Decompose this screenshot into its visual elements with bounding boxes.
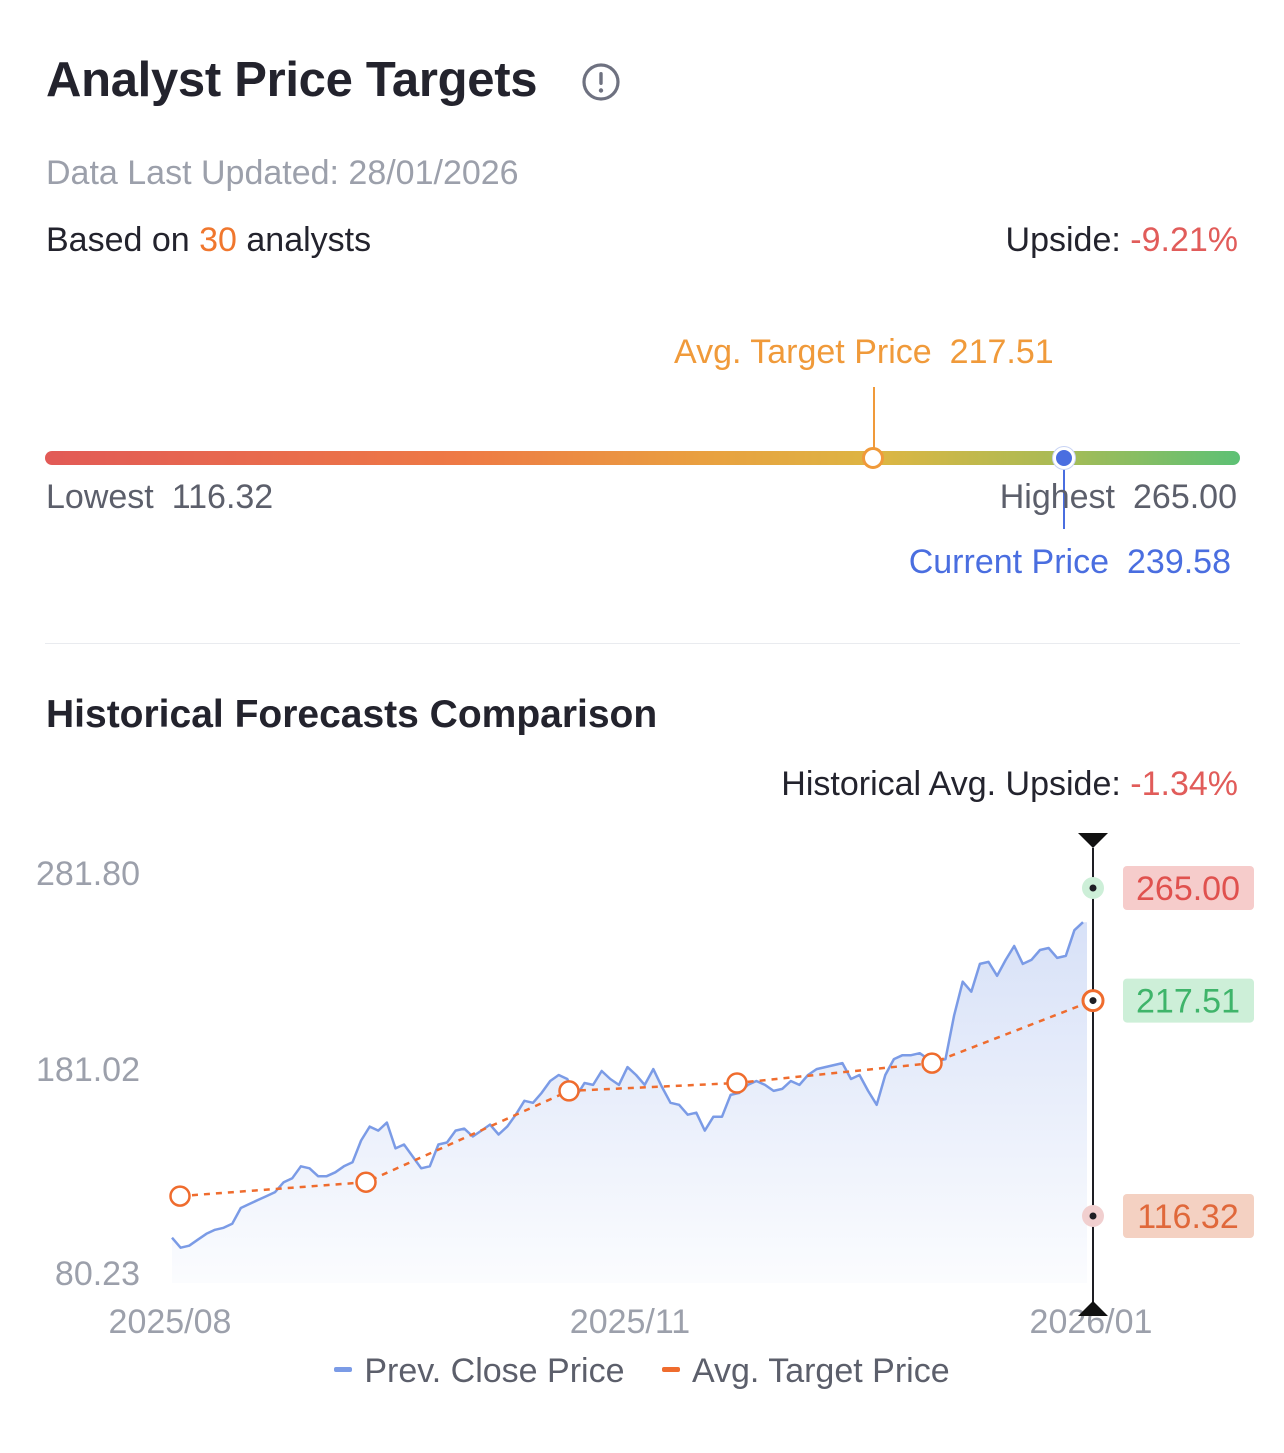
legend-label-prev-close: Prev. Close Price	[364, 1352, 625, 1390]
historical-upside-value: -1.34%	[1130, 765, 1238, 803]
avg-target-value: 217.51	[949, 333, 1054, 371]
crosshair-top-arrow	[1078, 833, 1108, 848]
legend-item-prev-close[interactable]: Prev. Close Price	[334, 1352, 625, 1391]
price-range-bar	[45, 451, 1240, 465]
highest-value: 265.00	[1133, 478, 1237, 516]
legend-label-avg-target: Avg. Target Price	[691, 1352, 950, 1390]
average-badge: 217.51	[1136, 983, 1240, 1021]
lowest-value: 116.32	[171, 478, 274, 516]
avg-target-line	[179, 999, 1094, 1198]
current-price: Current Price 239.58	[909, 543, 1231, 582]
avg-target-label: Avg. Target Price 217.51	[674, 333, 1054, 372]
x-tick-label: 2025/11	[570, 1303, 690, 1341]
avg-target-point	[726, 1072, 748, 1094]
info-circle-icon[interactable]	[580, 61, 622, 103]
crosshair-bottom-arrow	[1078, 1301, 1108, 1316]
last-updated-text: Data Last Updated: 28/01/2026	[46, 154, 519, 192]
lowest-target: Lowest 116.32	[46, 478, 273, 517]
highest-target: Highest 265.00	[1000, 478, 1237, 517]
highest-badge: 265.00	[1136, 870, 1240, 908]
avg-marker	[1089, 997, 1097, 1005]
y-tick-label: 181.02	[36, 1051, 140, 1089]
lowest-marker	[1089, 1212, 1097, 1220]
y-tick-label: 80.23	[55, 1255, 140, 1293]
based-prefix: Based on	[46, 221, 200, 259]
highest-marker	[1089, 884, 1097, 892]
highest-badge-bg	[1123, 866, 1254, 910]
avg-target-pointer	[873, 387, 875, 457]
upside-label: Upside:	[1005, 221, 1131, 259]
lowest-label: Lowest	[46, 478, 154, 516]
current-price-value: 239.58	[1127, 543, 1231, 581]
current-price-pointer	[1063, 469, 1065, 529]
avg-target-marker	[862, 447, 884, 469]
based-suffix: analysts	[236, 221, 372, 259]
avg-target-point	[558, 1080, 580, 1102]
lowest-badge: 116.32	[1137, 1198, 1238, 1236]
upside-value: -9.21%	[1130, 221, 1238, 259]
price-area	[172, 922, 1087, 1283]
highest-label: Highest	[999, 478, 1115, 516]
historical-upside-label: Historical Avg. Upside:	[781, 765, 1131, 803]
page-title: Analyst Price Targets	[46, 53, 538, 107]
legend-swatch-avg-target	[661, 1366, 680, 1372]
analyst-count-text: Based on 30 analysts	[46, 221, 371, 260]
avg-target-point	[355, 1171, 377, 1193]
section-title: Historical Forecasts Comparison	[46, 693, 658, 736]
avg-target-point	[921, 1052, 943, 1074]
upside-text: Upside: -9.21%	[1006, 221, 1238, 260]
legend-swatch-prev-close	[334, 1366, 353, 1372]
avg-target-point	[169, 1185, 191, 1207]
y-tick-label: 281.80	[36, 855, 140, 893]
current-price-marker	[1053, 447, 1075, 469]
current-price-label: Current Price	[908, 543, 1109, 581]
x-tick-label: 2025/08	[109, 1303, 232, 1341]
analyst-count: 30	[199, 221, 237, 259]
chart-legend: Prev. Close Price Avg. Target Price	[0, 1352, 1284, 1391]
lowest-badge-bg	[1123, 1194, 1254, 1238]
historical-upside-text: Historical Avg. Upside: -1.34%	[781, 765, 1238, 804]
section-divider	[45, 643, 1240, 644]
avg-target-text: Avg. Target Price	[674, 333, 932, 371]
average-badge-bg	[1123, 978, 1254, 1023]
legend-item-avg-target[interactable]: Avg. Target Price	[661, 1352, 950, 1391]
